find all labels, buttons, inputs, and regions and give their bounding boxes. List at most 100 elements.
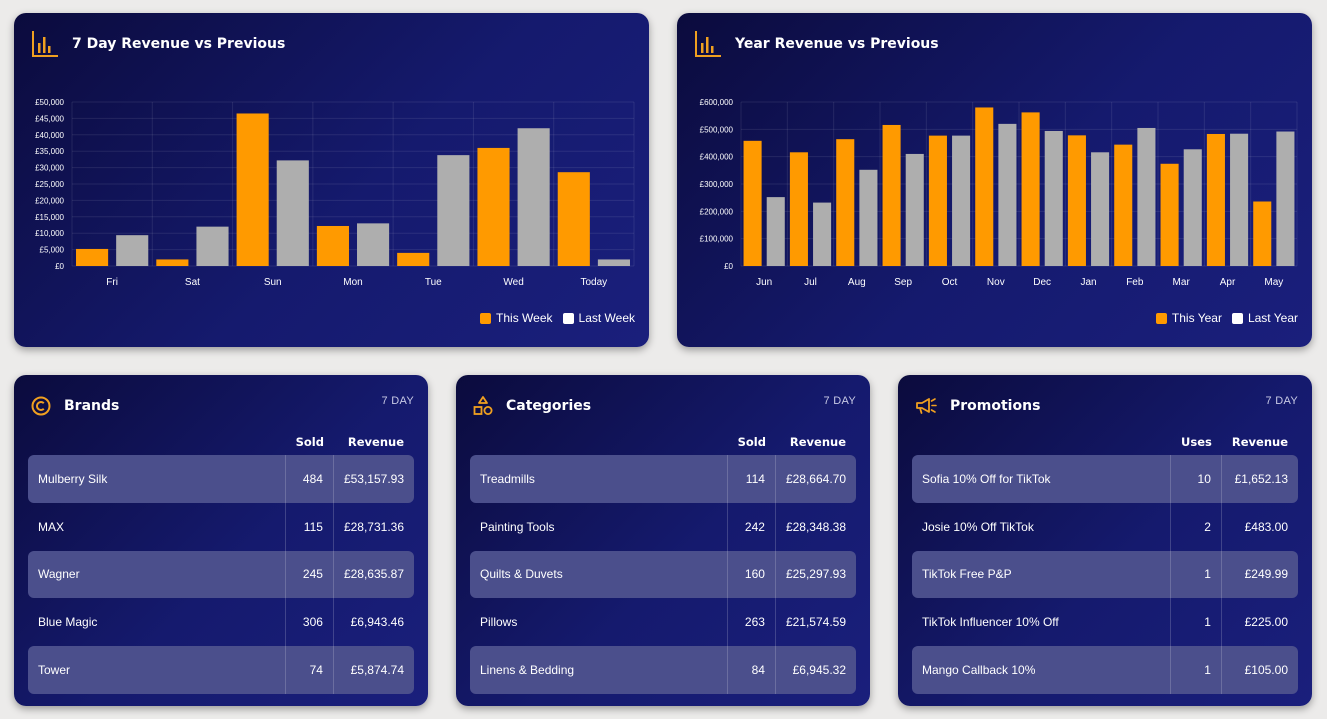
y-tick-label: £45,000 — [35, 114, 64, 123]
year-bar-this-jan[interactable] — [1067, 135, 1086, 266]
week-legend: This Week Last Week — [480, 311, 635, 325]
y-tick-label: £25,000 — [35, 180, 64, 189]
year-bar-last-nov[interactable] — [998, 123, 1017, 266]
table-header-row: Sold Revenue — [470, 429, 856, 455]
week-bar-last-tue[interactable] — [437, 155, 470, 266]
week-bar-last-sat[interactable] — [196, 226, 229, 266]
column-header-uses[interactable]: Uses — [1181, 435, 1212, 449]
legend-label-this-week: This Week — [496, 311, 553, 325]
y-tick-label: £5,000 — [40, 246, 65, 255]
y-tick-label: £50,000 — [35, 98, 64, 107]
year-bar-last-sep[interactable] — [905, 153, 924, 266]
promotion-uses: 1 — [1171, 646, 1222, 694]
week-bar-this-tue[interactable] — [397, 252, 430, 266]
year-bar-last-apr[interactable] — [1230, 133, 1249, 266]
year-revenue-card: Year Revenue vs Previous £0 £100,000 £200,… — [677, 13, 1312, 347]
categories-period-tag: 7 DAY — [823, 395, 856, 407]
year-bar-this-sep[interactable] — [882, 124, 901, 267]
x-tick-label: Oct — [942, 277, 958, 288]
year-bar-this-may[interactable] — [1253, 201, 1272, 266]
category-revenue: £25,297.93 — [775, 550, 856, 599]
week-bar-last-mon[interactable] — [357, 223, 390, 266]
x-tick-label: Wed — [503, 277, 523, 288]
table-row[interactable]: Linens & Bedding 84 £6,945.32 — [470, 646, 856, 694]
week-bar-this-fri[interactable] — [76, 248, 109, 266]
year-bar-this-nov[interactable] — [975, 107, 994, 266]
table-row[interactable]: TikTok Free P&P 1 £249.99 — [912, 550, 1298, 599]
column-header-sold[interactable]: Sold — [737, 435, 766, 449]
brands-title: Brands — [64, 398, 120, 414]
table-row[interactable]: TikTok Influencer 10% Off 1 £225.00 — [912, 598, 1298, 647]
year-bar-last-aug[interactable] — [859, 169, 878, 266]
legend-this-year[interactable]: This Year — [1155, 311, 1222, 325]
column-header-revenue[interactable]: Revenue — [347, 435, 404, 449]
week-bar-last-today[interactable] — [597, 259, 630, 266]
year-bar-last-feb[interactable] — [1137, 127, 1156, 266]
week-bar-this-wed[interactable] — [477, 147, 510, 266]
year-bar-this-mar[interactable] — [1160, 163, 1179, 266]
week-bar-last-fri[interactable] — [116, 235, 149, 266]
year-bar-this-feb[interactable] — [1114, 144, 1133, 266]
table-row[interactable]: Wagner 245 £28,635.87 — [28, 550, 414, 599]
year-bar-this-aug[interactable] — [836, 139, 855, 266]
legend-last-week[interactable]: Last Week — [562, 311, 635, 325]
week-bar-this-mon[interactable] — [316, 225, 349, 266]
year-bar-last-jan[interactable] — [1091, 152, 1110, 266]
x-tick-label: Sat — [185, 277, 200, 288]
year-bar-this-oct[interactable] — [928, 135, 947, 266]
brand-revenue: £28,635.87 — [333, 550, 414, 599]
x-tick-label: Sep — [894, 277, 912, 288]
category-name: Pillows — [470, 598, 728, 647]
brand-name: MAX — [28, 502, 286, 551]
y-tick-label: £0 — [55, 262, 64, 271]
legend-last-year[interactable]: Last Year — [1231, 311, 1298, 325]
column-header-revenue[interactable]: Revenue — [789, 435, 846, 449]
year-bar-last-oct[interactable] — [952, 135, 971, 266]
table-row[interactable]: Tower 74 £5,874.74 — [28, 646, 414, 694]
bar-chart-icon — [30, 29, 60, 59]
year-bar-last-jul[interactable] — [813, 202, 832, 266]
x-tick-label: Apr — [1220, 277, 1236, 288]
year-bar-last-mar[interactable] — [1183, 149, 1202, 266]
promotions-header: Promotions — [914, 391, 1040, 421]
x-tick-label: Jan — [1080, 277, 1096, 288]
year-bar-this-apr[interactable] — [1206, 133, 1225, 266]
year-bar-this-dec[interactable] — [1021, 112, 1040, 267]
table-row[interactable]: Treadmills 114 £28,664.70 — [470, 455, 856, 503]
promotion-revenue: £483.00 — [1244, 519, 1288, 534]
y-tick-label: £0 — [724, 262, 733, 271]
table-row[interactable]: Quilts & Duvets 160 £25,297.93 — [470, 550, 856, 599]
table-row[interactable]: Mulberry Silk 484 £53,157.93 — [28, 455, 414, 503]
category-revenue: £28,348.38 — [785, 519, 846, 534]
column-header-sold[interactable]: Sold — [295, 435, 324, 449]
year-bar-this-jun[interactable] — [743, 140, 762, 266]
week-bar-this-sun[interactable] — [236, 113, 269, 266]
column-header-revenue[interactable]: Revenue — [1231, 435, 1288, 449]
table-row[interactable]: Mango Callback 10% 1 £105.00 — [912, 646, 1298, 694]
legend-this-week[interactable]: This Week — [480, 311, 553, 325]
week-bar-this-sat[interactable] — [156, 259, 189, 266]
table-row[interactable]: Painting Tools 242 £28,348.38 — [470, 502, 856, 551]
brand-sold: 245 — [285, 550, 334, 599]
promotion-revenue: £249.99 — [1221, 550, 1298, 599]
table-row[interactable]: Blue Magic 306 £6,943.46 — [28, 598, 414, 647]
brand-sold: 115 — [286, 502, 334, 551]
brand-revenue: £28,731.36 — [343, 519, 404, 534]
x-tick-label: Sun — [264, 277, 282, 288]
week-bar-last-wed[interactable] — [517, 128, 550, 266]
table-row[interactable]: Sofia 10% Off for TikTok 10 £1,652.13 — [912, 455, 1298, 503]
legend-swatch-this-year — [1155, 312, 1167, 324]
year-bar-this-jul[interactable] — [789, 152, 808, 266]
table-row[interactable]: Josie 10% Off TikTok 2 £483.00 — [912, 502, 1298, 551]
year-bar-last-dec[interactable] — [1044, 130, 1063, 266]
y-tick-label: £100,000 — [700, 235, 734, 244]
week-bar-last-sun[interactable] — [276, 160, 309, 266]
x-tick-label: Tue — [425, 277, 442, 288]
table-row[interactable]: MAX 115 £28,731.36 — [28, 502, 414, 551]
brands-header: Brands — [30, 391, 119, 421]
promotions-title: Promotions — [950, 398, 1041, 414]
table-row[interactable]: Pillows 263 £21,574.59 — [470, 598, 856, 647]
year-bar-last-may[interactable] — [1276, 131, 1295, 266]
year-bar-last-jun[interactable] — [766, 197, 785, 266]
week-bar-this-today[interactable] — [557, 172, 590, 266]
